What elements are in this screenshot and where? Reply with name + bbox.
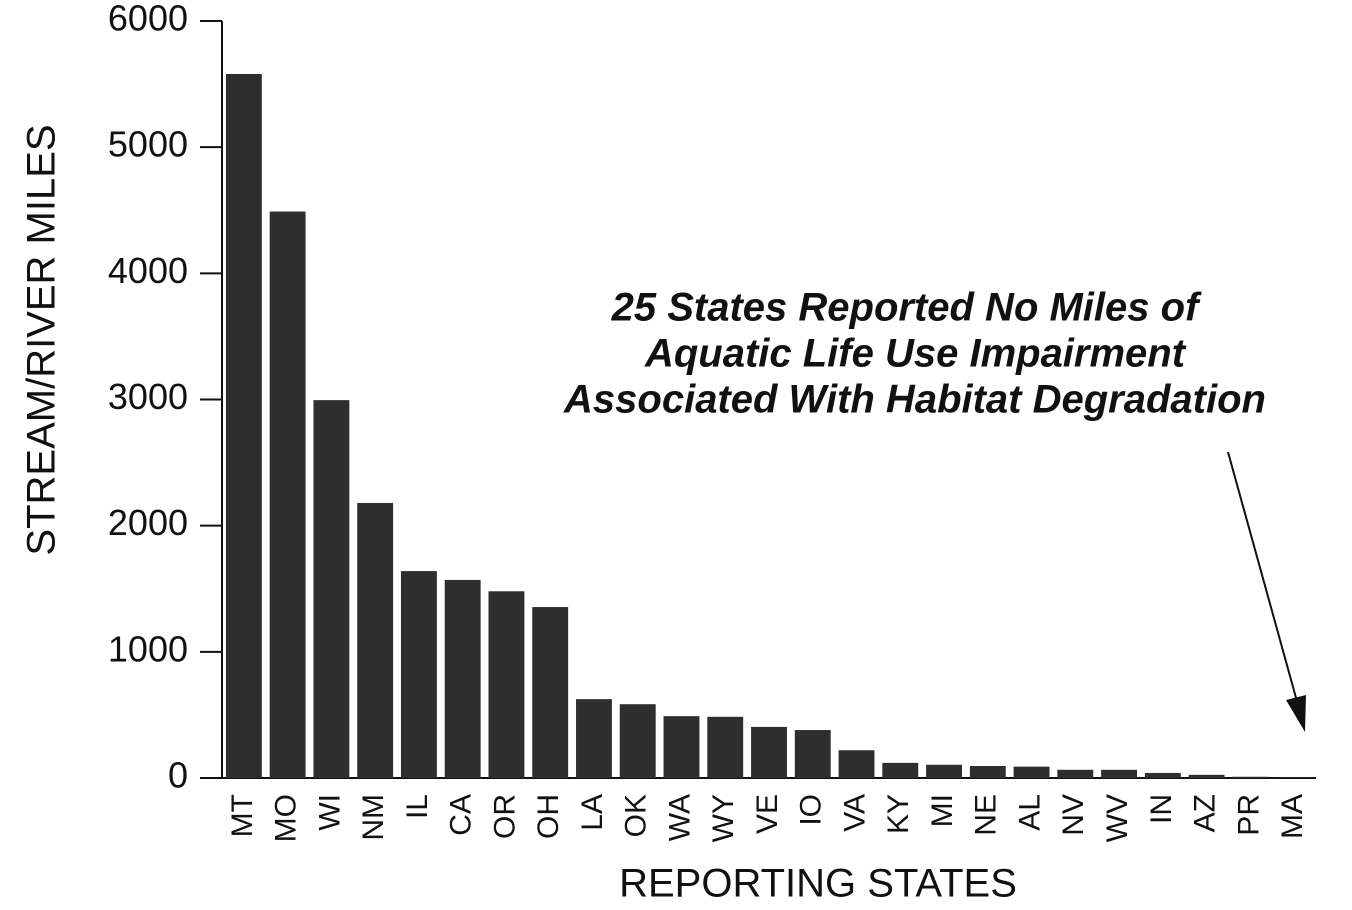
x-tick-label: VE bbox=[751, 794, 784, 834]
y-tick-label: 3000 bbox=[108, 376, 188, 417]
bar bbox=[1101, 769, 1138, 778]
bar bbox=[663, 716, 700, 778]
bar bbox=[400, 571, 437, 778]
bar bbox=[1188, 774, 1225, 778]
bar bbox=[1013, 766, 1050, 778]
bar bbox=[313, 400, 350, 778]
bar bbox=[751, 726, 787, 778]
x-tick-label: CA bbox=[445, 794, 478, 836]
bar bbox=[532, 607, 569, 778]
bar bbox=[1057, 769, 1094, 778]
y-tick-label: 5000 bbox=[108, 124, 188, 165]
x-tick-label: WI bbox=[313, 794, 346, 831]
y-axis-label: STREAM/RIVER MILES bbox=[20, 124, 64, 555]
arrow-shaft bbox=[1227, 451, 1299, 706]
x-tick-label: IO bbox=[795, 794, 828, 826]
bar bbox=[488, 591, 525, 778]
bar bbox=[838, 750, 875, 778]
bar bbox=[1276, 777, 1313, 778]
x-tick-label: NE bbox=[970, 794, 1003, 836]
x-tick-label: OK bbox=[620, 794, 653, 837]
x-tick-label: OH bbox=[532, 794, 565, 839]
x-tick-label: WV bbox=[1101, 794, 1134, 842]
x-tick-label: AZ bbox=[1189, 794, 1222, 832]
bar bbox=[1144, 772, 1181, 778]
x-tick-label: AL bbox=[1013, 794, 1046, 831]
y-tick-label: 2000 bbox=[108, 502, 188, 543]
x-tick-label: KY bbox=[882, 794, 915, 834]
bar bbox=[225, 73, 262, 779]
bar bbox=[794, 730, 831, 778]
y-tick-label: 0 bbox=[168, 755, 188, 796]
x-tick-label: MA bbox=[1276, 794, 1309, 839]
bar bbox=[882, 762, 919, 778]
x-tick-label: MO bbox=[270, 794, 303, 842]
annotation: 25 States Reported No Miles of Aquatic L… bbox=[563, 286, 1306, 732]
arrow-head bbox=[1286, 695, 1306, 732]
x-axis-label: REPORTING STATES bbox=[619, 862, 1017, 906]
bar bbox=[926, 764, 962, 778]
x-tick-label: WA bbox=[663, 794, 696, 841]
bar bbox=[707, 716, 744, 778]
bar bbox=[576, 699, 612, 778]
x-tick-label: IL bbox=[401, 794, 434, 819]
y-tick-label: 1000 bbox=[108, 628, 188, 669]
bar bbox=[969, 766, 1006, 778]
x-tick-label: OR bbox=[488, 794, 521, 839]
x-tick-label: NV bbox=[1057, 794, 1090, 836]
annotation-line: Aquatic Life Use Impairment bbox=[644, 332, 1187, 376]
x-tick-label: MT bbox=[226, 794, 259, 837]
x-tick-label: IN bbox=[1145, 794, 1178, 824]
annotation-line: 25 States Reported No Miles of bbox=[611, 286, 1202, 330]
x-tick-label: PR bbox=[1232, 794, 1265, 836]
x-tick-label: NM bbox=[357, 794, 390, 841]
x-tick-label: MI bbox=[926, 794, 959, 827]
x-tick-label: VA bbox=[838, 794, 871, 832]
bar bbox=[357, 502, 394, 778]
y-tick-label: 4000 bbox=[108, 250, 188, 291]
bar bbox=[444, 579, 481, 778]
x-tick-label: WY bbox=[707, 794, 740, 842]
bar bbox=[1232, 776, 1269, 778]
y-tick-label: 6000 bbox=[108, 0, 188, 39]
bar bbox=[619, 704, 656, 778]
annotation-line: Associated With Habitat Degradation bbox=[563, 378, 1266, 422]
bar bbox=[269, 211, 306, 779]
x-tick-label: LA bbox=[576, 794, 609, 831]
